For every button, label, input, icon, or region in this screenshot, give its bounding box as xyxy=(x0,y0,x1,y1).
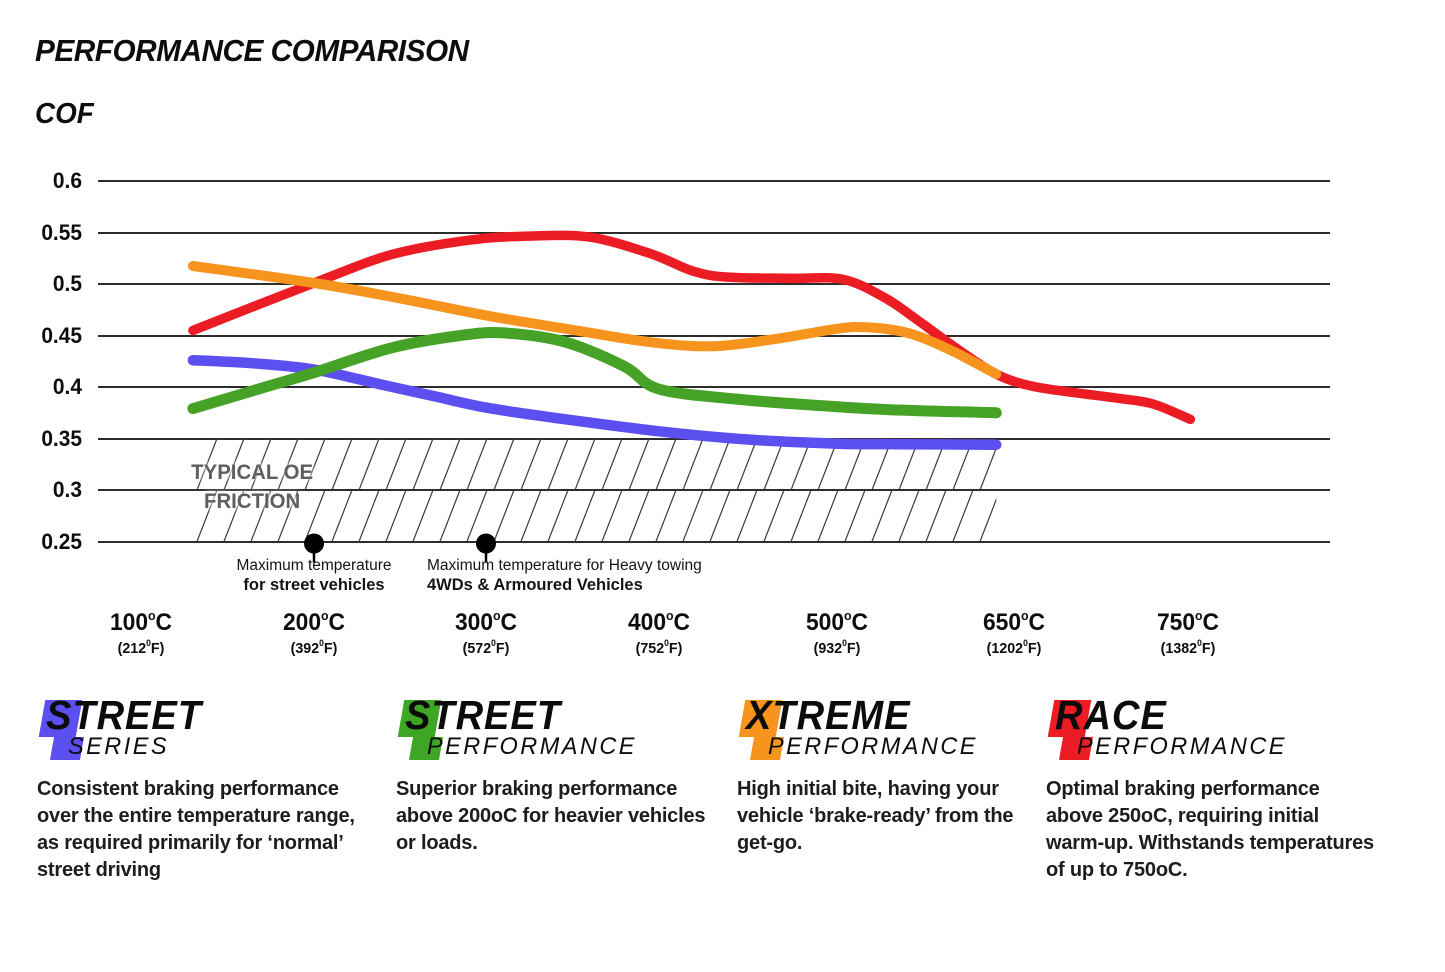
marker-annotation-street: Maximum temperature for street vehicles xyxy=(194,556,434,595)
product-name: XTREME xyxy=(746,692,911,738)
marker-annotation-heavy-towing: Maximum temperature for Heavy towing 4WD… xyxy=(427,556,747,595)
product-logo: XTREME PERFORMANCE xyxy=(737,692,1019,764)
annotation-line-bold: for street vehicles xyxy=(243,576,385,594)
x-tick-750c: 750oC (13820F) xyxy=(1118,604,1258,657)
x-tick-650c: 650oC (12020F) xyxy=(944,604,1084,657)
x-tick-100c: 100oC (2120F) xyxy=(71,604,211,657)
product-logo: STREET SERIES xyxy=(37,692,367,764)
product-name: STREET xyxy=(405,692,562,738)
x-tick-fahrenheit: (5720F) xyxy=(462,638,510,657)
marker-dot xyxy=(304,533,324,554)
product-card-race-performance: RACE PERFORMANCE Optimal braking performan… xyxy=(1046,692,1376,884)
x-tick-300c: 300oC (5720F) xyxy=(416,604,556,657)
x-tick-celsius: 650oC xyxy=(982,608,1046,636)
y-tick-label: 0.55 xyxy=(41,219,82,245)
gridline xyxy=(98,180,1330,182)
gridline xyxy=(98,386,1330,388)
typical-oe-friction-zone xyxy=(192,438,997,542)
y-tick-label: 0.45 xyxy=(41,322,82,348)
product-logo: RACE PERFORMANCE xyxy=(1046,692,1376,764)
y-tick-label: 0.6 xyxy=(52,168,82,193)
product-description: Optimal braking performance above 250oC,… xyxy=(1046,778,1374,881)
cof-line-chart xyxy=(187,230,1196,563)
product-name: RACE xyxy=(1055,692,1167,738)
x-tick-fahrenheit: (2120F) xyxy=(117,638,165,657)
product-description: Superior braking performance above 200oC… xyxy=(396,778,706,854)
x-tick-celsius: 400oC xyxy=(627,608,691,636)
x-tick-400c: 400oC (7520F) xyxy=(589,604,729,657)
series-line-race-performance xyxy=(188,230,1196,425)
gridline xyxy=(98,283,1330,285)
x-tick-fahrenheit: (13820F) xyxy=(1160,638,1216,657)
y-tick-label: 0.35 xyxy=(41,425,82,451)
product-description: Consistent braking performance over the … xyxy=(37,778,355,881)
x-tick-celsius: 300oC xyxy=(454,608,518,636)
y-tick-label: 0.25 xyxy=(41,528,82,554)
oe-friction-hatch xyxy=(192,438,997,542)
product-card-xtreme-performance: XTREME PERFORMANCE High initial bite, havi… xyxy=(737,692,1019,857)
oe-friction-label-line2: FRICTION xyxy=(204,490,301,513)
page-title: PERFORMANCE COMPARISON xyxy=(35,33,469,68)
series-line-street-performance xyxy=(187,327,1002,419)
x-tick-celsius: 200oC xyxy=(282,608,346,636)
product-logo: STREET PERFORMANCE xyxy=(396,692,718,764)
product-subname: SERIES xyxy=(68,733,169,760)
product-card-street-performance: STREET PERFORMANCE Superior braking perfor… xyxy=(396,692,718,857)
annotation-line-bold: 4WDs & Armoured Vehicles xyxy=(427,576,643,594)
y-tick-label: 0.5 xyxy=(52,271,82,296)
series-line-xtreme-performance xyxy=(187,261,1002,380)
x-tick-fahrenheit: (3920F) xyxy=(290,638,338,657)
product-subname: PERFORMANCE xyxy=(427,733,637,760)
oe-friction-label-line1: TYPICAL OE xyxy=(191,461,314,484)
x-tick-fahrenheit: (12020F) xyxy=(986,638,1042,657)
x-tick-500c: 500oC (9320F) xyxy=(767,604,907,657)
x-tick-fahrenheit: (9320F) xyxy=(813,638,861,657)
x-tick-fahrenheit: (7520F) xyxy=(635,638,683,657)
oe-friction-label: TYPICAL OE FRICTION xyxy=(191,458,313,516)
x-tick-celsius: 500oC xyxy=(805,608,869,636)
product-subname: PERFORMANCE xyxy=(768,733,978,760)
y-tick-label: 0.4 xyxy=(52,374,82,399)
x-tick-200c: 200oC (3920F) xyxy=(244,604,384,657)
marker-dot xyxy=(476,533,496,554)
product-name: STREET xyxy=(46,692,203,738)
gridline xyxy=(98,231,1330,234)
product-description: High initial bite, having your vehicle ‘… xyxy=(737,778,1014,854)
x-tick-celsius: 100oC xyxy=(109,608,173,636)
y-tick-label: 0.3 xyxy=(52,477,82,502)
product-subname: PERFORMANCE xyxy=(1077,733,1287,760)
annotation-line: Maximum temperature for Heavy towing xyxy=(427,557,702,574)
gridline xyxy=(98,334,1330,337)
product-card-street-series: STREET SERIES Consistent braking performan… xyxy=(37,692,367,884)
y-axis-title: COF xyxy=(35,98,94,130)
x-tick-celsius: 750oC xyxy=(1156,608,1220,636)
annotation-line: Maximum temperature xyxy=(236,557,392,574)
